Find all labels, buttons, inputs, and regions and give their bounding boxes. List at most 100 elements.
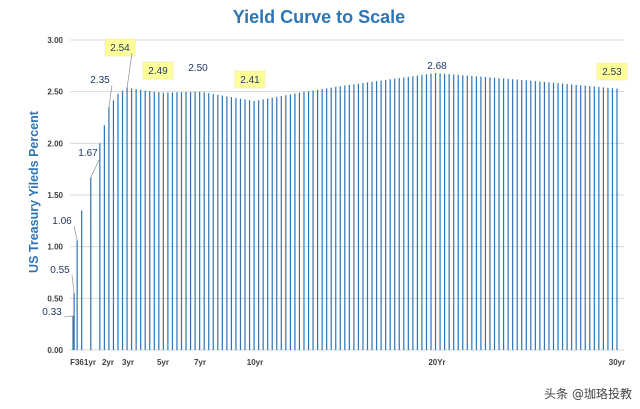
y-tick-label: 2.00 (47, 139, 63, 148)
data-label-leader (73, 225, 78, 241)
bar (471, 75, 473, 351)
bar (580, 85, 582, 350)
bar (421, 74, 423, 350)
bar (380, 80, 382, 351)
watermark-text: 头条 @珈珞投教 (544, 386, 632, 401)
bar (189, 91, 192, 351)
bar (81, 210, 83, 350)
bar (407, 76, 409, 350)
bar (403, 77, 405, 350)
bar (602, 87, 604, 351)
bar (180, 92, 183, 350)
x-tick-label: 2yr (102, 358, 114, 367)
data-label-leader (126, 52, 133, 88)
bar (439, 73, 441, 350)
bar (611, 88, 614, 351)
data-label: 1.67 (78, 148, 98, 159)
x-tick-labels: F36 1yr 2yr 3yr 5yr 7yr 10yr 20Yr 30yr (70, 358, 625, 367)
bar (530, 80, 532, 351)
bar (366, 82, 369, 350)
bar (99, 143, 101, 350)
bar (339, 86, 341, 350)
bar (73, 293, 75, 350)
bar (466, 75, 468, 351)
x-tick-label: 7yr (194, 358, 206, 367)
x-tick-label: 10yr (247, 358, 263, 367)
bar (457, 74, 459, 350)
bar (130, 88, 133, 350)
bar (76, 240, 78, 350)
bar (489, 77, 491, 350)
x-tick-label: 5yr (157, 358, 169, 367)
bar (593, 86, 595, 350)
bar (267, 98, 269, 350)
data-label: 0.33 (42, 307, 62, 318)
bar (244, 99, 246, 351)
data-label: 0.55 (50, 265, 70, 276)
bar (398, 78, 400, 350)
bar (480, 76, 482, 350)
bar (108, 107, 110, 351)
bar (616, 88, 618, 351)
bar (412, 76, 414, 351)
x-tick-label: F36 (70, 358, 84, 367)
bar (375, 81, 378, 351)
bar (149, 91, 151, 351)
data-label: 2.35 (90, 75, 110, 86)
bar (289, 94, 291, 350)
bar (298, 92, 301, 350)
bar (561, 83, 564, 351)
bar (353, 84, 355, 350)
x-tick-label: 30yr (609, 358, 625, 367)
bar (230, 97, 232, 350)
bar (208, 93, 210, 350)
bar (126, 87, 128, 351)
data-label-highlight (596, 62, 628, 81)
bar (316, 89, 319, 350)
bar (394, 78, 396, 350)
bar (153, 91, 155, 351)
bar (217, 94, 219, 351)
bar (571, 84, 573, 350)
bar (326, 88, 328, 351)
y-tick-labels: 0.00 0.50 1.00 1.50 2.00 2.50 3.00 (47, 36, 63, 355)
data-label-leader (63, 315, 74, 318)
bar (167, 92, 169, 350)
data-label: 2.49 (148, 66, 168, 77)
x-tick-label: 3yr (122, 358, 134, 367)
bar (262, 99, 264, 351)
bar (348, 84, 350, 350)
bar (462, 75, 464, 350)
bar (416, 75, 418, 351)
bar (448, 74, 450, 350)
y-tick-label: 3.00 (47, 36, 63, 45)
x-tick-label: 1yr (84, 358, 96, 367)
data-label: 2.68 (427, 61, 447, 72)
bar (557, 83, 559, 351)
bar (493, 77, 496, 350)
bar (521, 79, 523, 351)
bar (144, 90, 146, 350)
bar (539, 81, 541, 350)
bar (72, 315, 74, 350)
bar (434, 73, 437, 351)
bar (239, 98, 242, 351)
bar (221, 95, 223, 351)
bar (158, 92, 160, 350)
bar (140, 89, 142, 350)
data-label-highlight (234, 70, 266, 89)
y-tick-label: 0.00 (47, 346, 63, 355)
bar (103, 125, 105, 350)
bar (271, 97, 273, 350)
y-tick-label: 0.50 (47, 294, 63, 303)
chart-title: Yield Curve to Scale (233, 7, 405, 27)
data-label-highlight (104, 38, 136, 57)
bar (203, 92, 205, 351)
bar (475, 76, 477, 351)
y-axis-label: US Treasury Yileds Percent (27, 110, 41, 273)
bar (212, 93, 214, 350)
data-label-highlight (142, 61, 174, 80)
bar (444, 73, 446, 350)
bar (226, 96, 228, 350)
